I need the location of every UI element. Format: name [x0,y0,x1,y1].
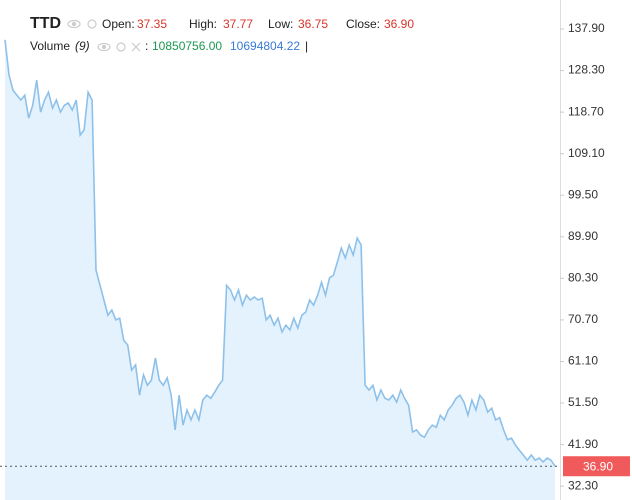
field-label: Open: [102,17,135,31]
last-price-box [563,456,630,477]
plot-area [0,39,560,500]
y-tick-label: 118.70 [568,104,604,118]
field-label: Low: [268,17,293,31]
header-icons [67,19,141,52]
y-tick-label: 61.10 [568,354,598,368]
field-value: 37.35 [137,17,167,31]
volume-label: Volume [30,39,70,53]
volume-period: (9) [75,39,90,53]
price-line [4,39,556,467]
volume-cursor: | [305,39,308,53]
y-axis: 32.30 41.90 51.50 61.10 70.70 80.30 89.90 99.50… [560,21,630,492]
y-tick-label: 137.90 [568,21,605,35]
field-value: 36.75 [298,17,328,31]
y-tick-label: 41.90 [568,437,598,451]
y-tick-label: 89.90 [568,229,598,243]
area-fill [5,39,555,500]
y-tick-label: 80.30 [568,271,598,285]
y-tick-label: 32.30 [568,478,598,492]
field-value: 36.90 [384,17,414,31]
y-tick-label: 51.50 [568,395,598,409]
y-tick-label: 70.70 [568,312,598,326]
volume-value: 10694804.22 [230,39,300,53]
volume-sep: : [145,39,148,53]
y-tick-label: 109.10 [568,146,605,160]
y-tick-label: 99.50 [568,187,598,201]
field-label: High: [189,17,217,31]
volume-value: 10850756.00 [152,39,222,53]
field-label: Close: [346,17,380,31]
y-tick-label: 128.30 [568,63,605,77]
last-price-label: 36.90 [583,459,613,473]
symbol: TTD [30,15,61,32]
field-value: 37.77 [223,17,253,31]
legend-header: TTD Open: 37.35 High: 37.77 Low: 36.75 C… [30,15,414,53]
